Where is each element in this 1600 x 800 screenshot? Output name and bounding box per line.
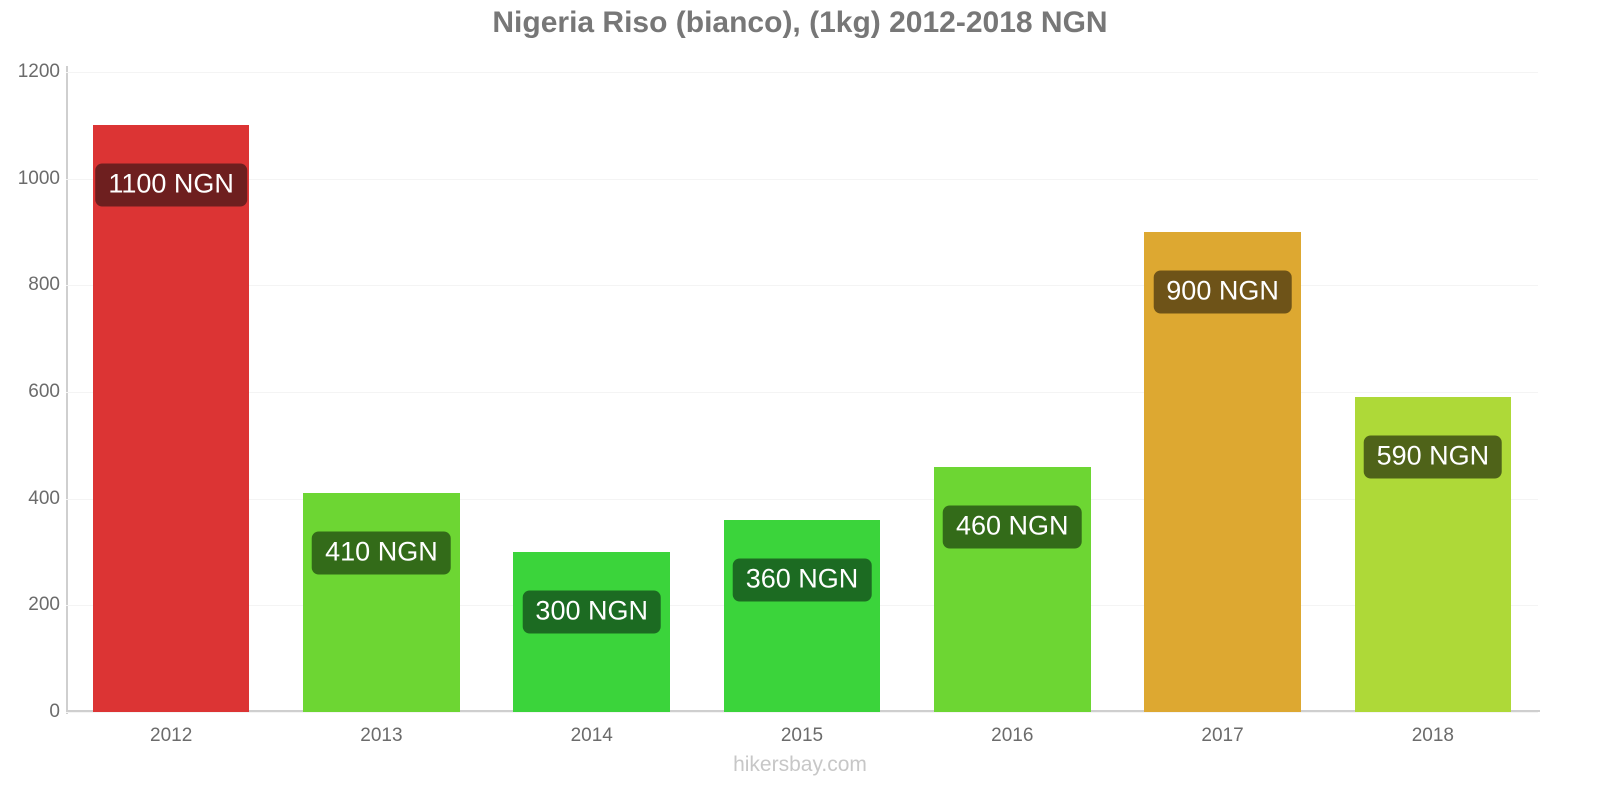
y-axis-tick-label: 1200 <box>17 61 60 82</box>
bar-2013[interactable] <box>303 72 460 712</box>
x-axis-tick-label: 2014 <box>570 725 613 746</box>
x-axis-tick-label: 2016 <box>991 725 1034 746</box>
x-axis-tick-labels: 2012 2013 2014 2015 2016 2017 2018 <box>66 716 1538 756</box>
bar-2015[interactable] <box>723 72 881 712</box>
x-axis-tick-label: 2013 <box>360 725 403 746</box>
bar-value-label: 300 NGN <box>522 590 661 634</box>
bar-value-label: 590 NGN <box>1363 435 1503 479</box>
y-axis-tick-label: 400 <box>28 487 60 509</box>
y-axis-line <box>66 66 68 714</box>
bar-rect[interactable] <box>303 493 460 712</box>
y-axis-tick-label: 800 <box>28 274 60 296</box>
x-axis-tick-label: 2018 <box>1411 725 1454 746</box>
chart-title: Nigeria Riso (bianco), (1kg) 2012-2018 N… <box>492 6 1108 39</box>
bar-value-label: 1100 NGN <box>95 163 247 207</box>
gridline <box>66 392 1538 393</box>
gridline <box>66 498 1538 500</box>
bar-value-label: 460 NGN <box>943 505 1082 549</box>
plot-area: 1100 NGN 410 NGN 300 NGN 360 NGN 460 NGN 900 … <box>66 72 1538 713</box>
footer-watermark: hikersbay.com <box>733 753 867 776</box>
x-axis-tick-label: 2017 <box>1201 725 1244 746</box>
bar-value-label: 410 NGN <box>312 531 451 575</box>
bar-2016[interactable] <box>933 72 1091 712</box>
bar-rect[interactable] <box>933 466 1091 712</box>
y-axis-tick-label: 200 <box>28 594 60 616</box>
y-axis-tick-label: 1000 <box>17 167 60 189</box>
bar-rect[interactable] <box>723 520 881 712</box>
y-axis-tick-labels: 0 200 400 600 800 1000 1200 <box>0 61 60 722</box>
y-axis-tick-label: 0 <box>49 701 60 722</box>
gridline <box>66 285 1538 287</box>
gridline <box>66 72 1538 73</box>
gridline <box>66 178 1538 180</box>
bar-rect[interactable] <box>92 125 250 712</box>
x-axis-tick-label: 2012 <box>150 725 193 746</box>
bar-value-label: 360 NGN <box>732 558 872 602</box>
y-axis-tick-label: 600 <box>28 381 60 402</box>
bar-2017[interactable] <box>1144 72 1301 712</box>
bar-2012[interactable] <box>92 72 250 712</box>
bar-value-label: 900 NGN <box>1153 270 1292 314</box>
x-axis-tick-label: 2015 <box>780 725 824 746</box>
gridline <box>66 712 1538 713</box>
bar-2018[interactable] <box>1354 72 1512 712</box>
